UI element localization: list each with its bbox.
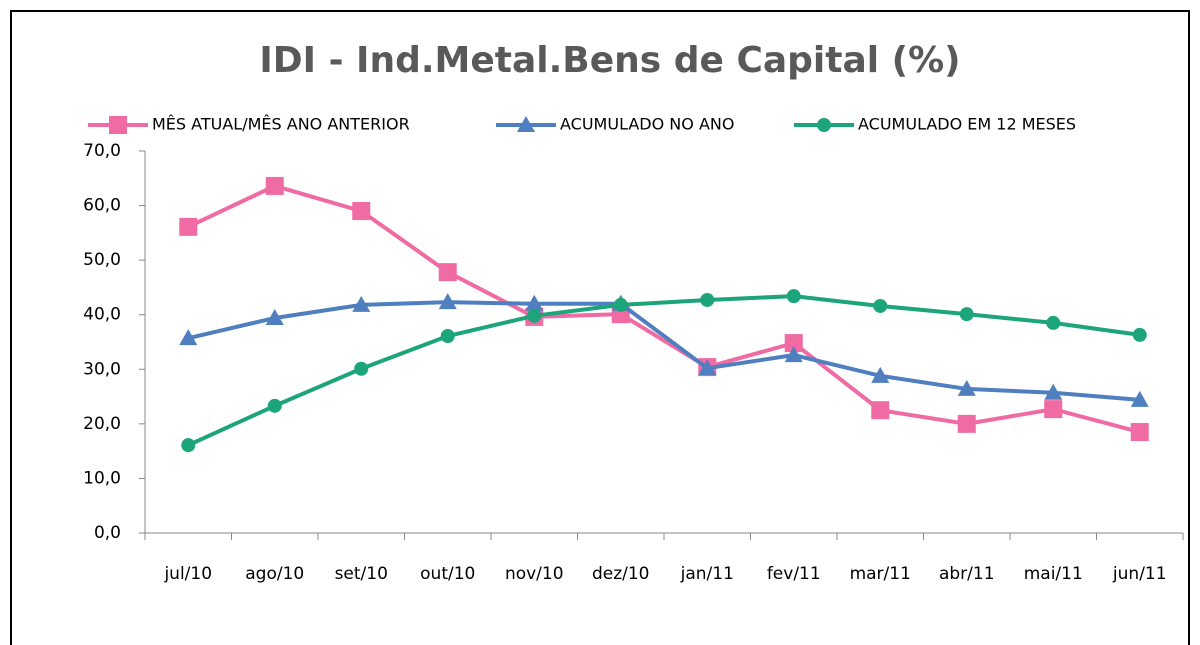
- point: [527, 308, 542, 323]
- point: [354, 361, 369, 376]
- legend-label: ACUMULADO EM 12 MESES: [858, 115, 1076, 134]
- y-tick-label: 50,0: [83, 250, 121, 270]
- line: [187, 183, 1141, 434]
- y-tick-label: 0,0: [94, 523, 121, 543]
- y-tick-label: 70,0: [83, 141, 121, 161]
- point: [1044, 400, 1063, 419]
- point: [871, 401, 890, 420]
- point: [613, 297, 628, 312]
- point: [700, 292, 715, 307]
- y-tick-label: 20,0: [83, 414, 121, 434]
- x-tick-label: jul/10: [163, 564, 212, 584]
- point: [957, 379, 976, 396]
- point: [525, 294, 544, 311]
- point: [1130, 390, 1149, 407]
- point: [698, 359, 717, 376]
- x-tick-label: ago/10: [245, 564, 304, 584]
- point: [784, 346, 803, 363]
- chart-title: IDI - Ind.Metal.Bens de Capital (%): [259, 40, 960, 81]
- y-tick-label: 40,0: [83, 305, 121, 325]
- legend-label: MÊS ATUAL/MÊS ANO ANTERIOR: [152, 115, 410, 134]
- point: [1044, 383, 1063, 400]
- x-tick-label: abr/11: [939, 564, 995, 584]
- line: [187, 300, 1140, 402]
- point: [265, 176, 284, 195]
- x-tick-label: dez/10: [592, 564, 650, 584]
- point: [1130, 423, 1149, 442]
- y-tick-label: 60,0: [83, 196, 121, 216]
- point: [179, 217, 198, 236]
- point: [1132, 327, 1147, 342]
- point: [352, 202, 371, 221]
- point: [440, 328, 455, 343]
- x-tick-label: fev/11: [767, 564, 821, 584]
- x-tick-label: set/10: [335, 564, 388, 584]
- point: [1046, 315, 1061, 330]
- point: [871, 366, 890, 383]
- point: [179, 329, 198, 346]
- point: [957, 414, 976, 433]
- x-tick-label: jun/11: [1112, 564, 1167, 584]
- y-tick-label: 10,0: [83, 468, 121, 488]
- point: [265, 308, 284, 325]
- point: [959, 307, 974, 322]
- point: [438, 263, 457, 282]
- frame: [10, 10, 1190, 645]
- point: [873, 298, 888, 313]
- legend-label: ACUMULADO NO ANO: [560, 115, 734, 134]
- line: [187, 294, 1141, 447]
- x-tick-label: jan/11: [680, 564, 734, 584]
- legend-marker: [517, 116, 535, 132]
- point: [267, 398, 282, 413]
- point: [784, 334, 803, 353]
- point: [438, 293, 457, 310]
- point: [181, 438, 196, 453]
- legend-marker: [109, 116, 127, 134]
- y-tick-label: 30,0: [83, 359, 121, 379]
- x-tick-label: mai/11: [1024, 564, 1083, 584]
- point: [352, 295, 371, 312]
- x-tick-label: mar/11: [850, 564, 911, 584]
- x-tick-label: out/10: [420, 564, 475, 584]
- legend-marker: [817, 118, 831, 132]
- x-tick-label: nov/10: [505, 564, 564, 584]
- point: [786, 289, 801, 304]
